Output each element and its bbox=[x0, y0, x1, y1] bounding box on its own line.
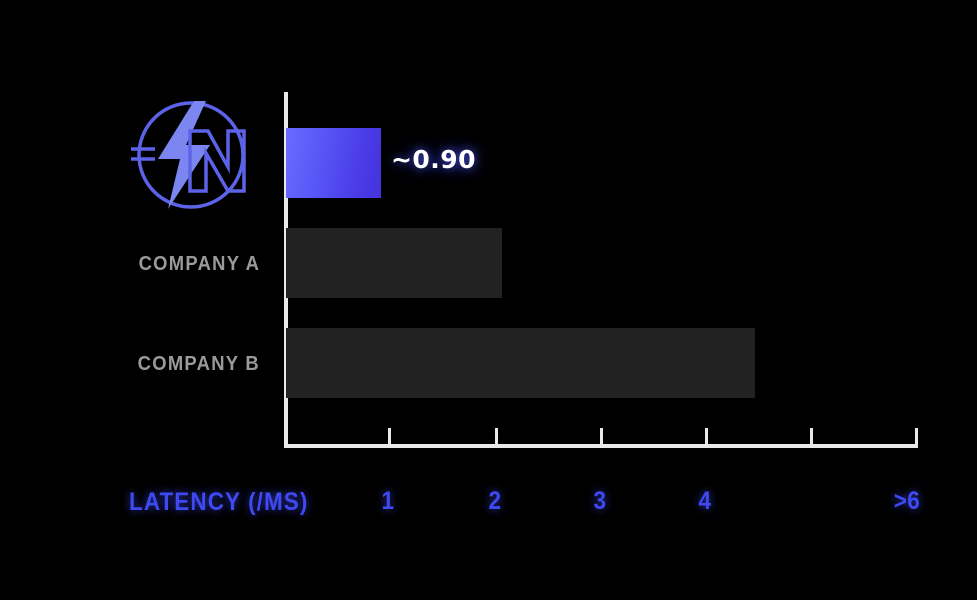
row-label-company-b: COMPANY B bbox=[137, 353, 260, 375]
bar-company-b bbox=[286, 328, 756, 398]
row-label-company-a: COMPANY A bbox=[138, 253, 260, 275]
x-axis-tick-label-4: 4 bbox=[698, 487, 712, 515]
x-axis-tick-2 bbox=[495, 428, 498, 445]
x-axis-tick-1 bbox=[388, 428, 391, 445]
x-axis-tick-label-1: 1 bbox=[381, 487, 395, 515]
x-axis-line bbox=[284, 444, 918, 448]
x-axis-tick-label-3: 3 bbox=[593, 487, 607, 515]
x-axis-tick-6 bbox=[915, 428, 918, 445]
x-axis-tick-4 bbox=[705, 428, 708, 445]
x-axis-tick-label-2: 2 bbox=[488, 487, 502, 515]
x-axis-tick-3 bbox=[600, 428, 603, 445]
nodeless-bolt-logo bbox=[128, 97, 254, 213]
bar-nodeless bbox=[286, 128, 381, 198]
bar-value-label-nodeless: ~0.90 bbox=[390, 145, 477, 174]
x-axis-title: LATENCY (/MS) bbox=[129, 488, 309, 516]
bar-company-a bbox=[286, 228, 503, 298]
x-axis-tick-label-6: >6 bbox=[893, 487, 921, 515]
plot-area: ~0.90 bbox=[284, 92, 918, 448]
x-axis-tick-5 bbox=[810, 428, 813, 445]
